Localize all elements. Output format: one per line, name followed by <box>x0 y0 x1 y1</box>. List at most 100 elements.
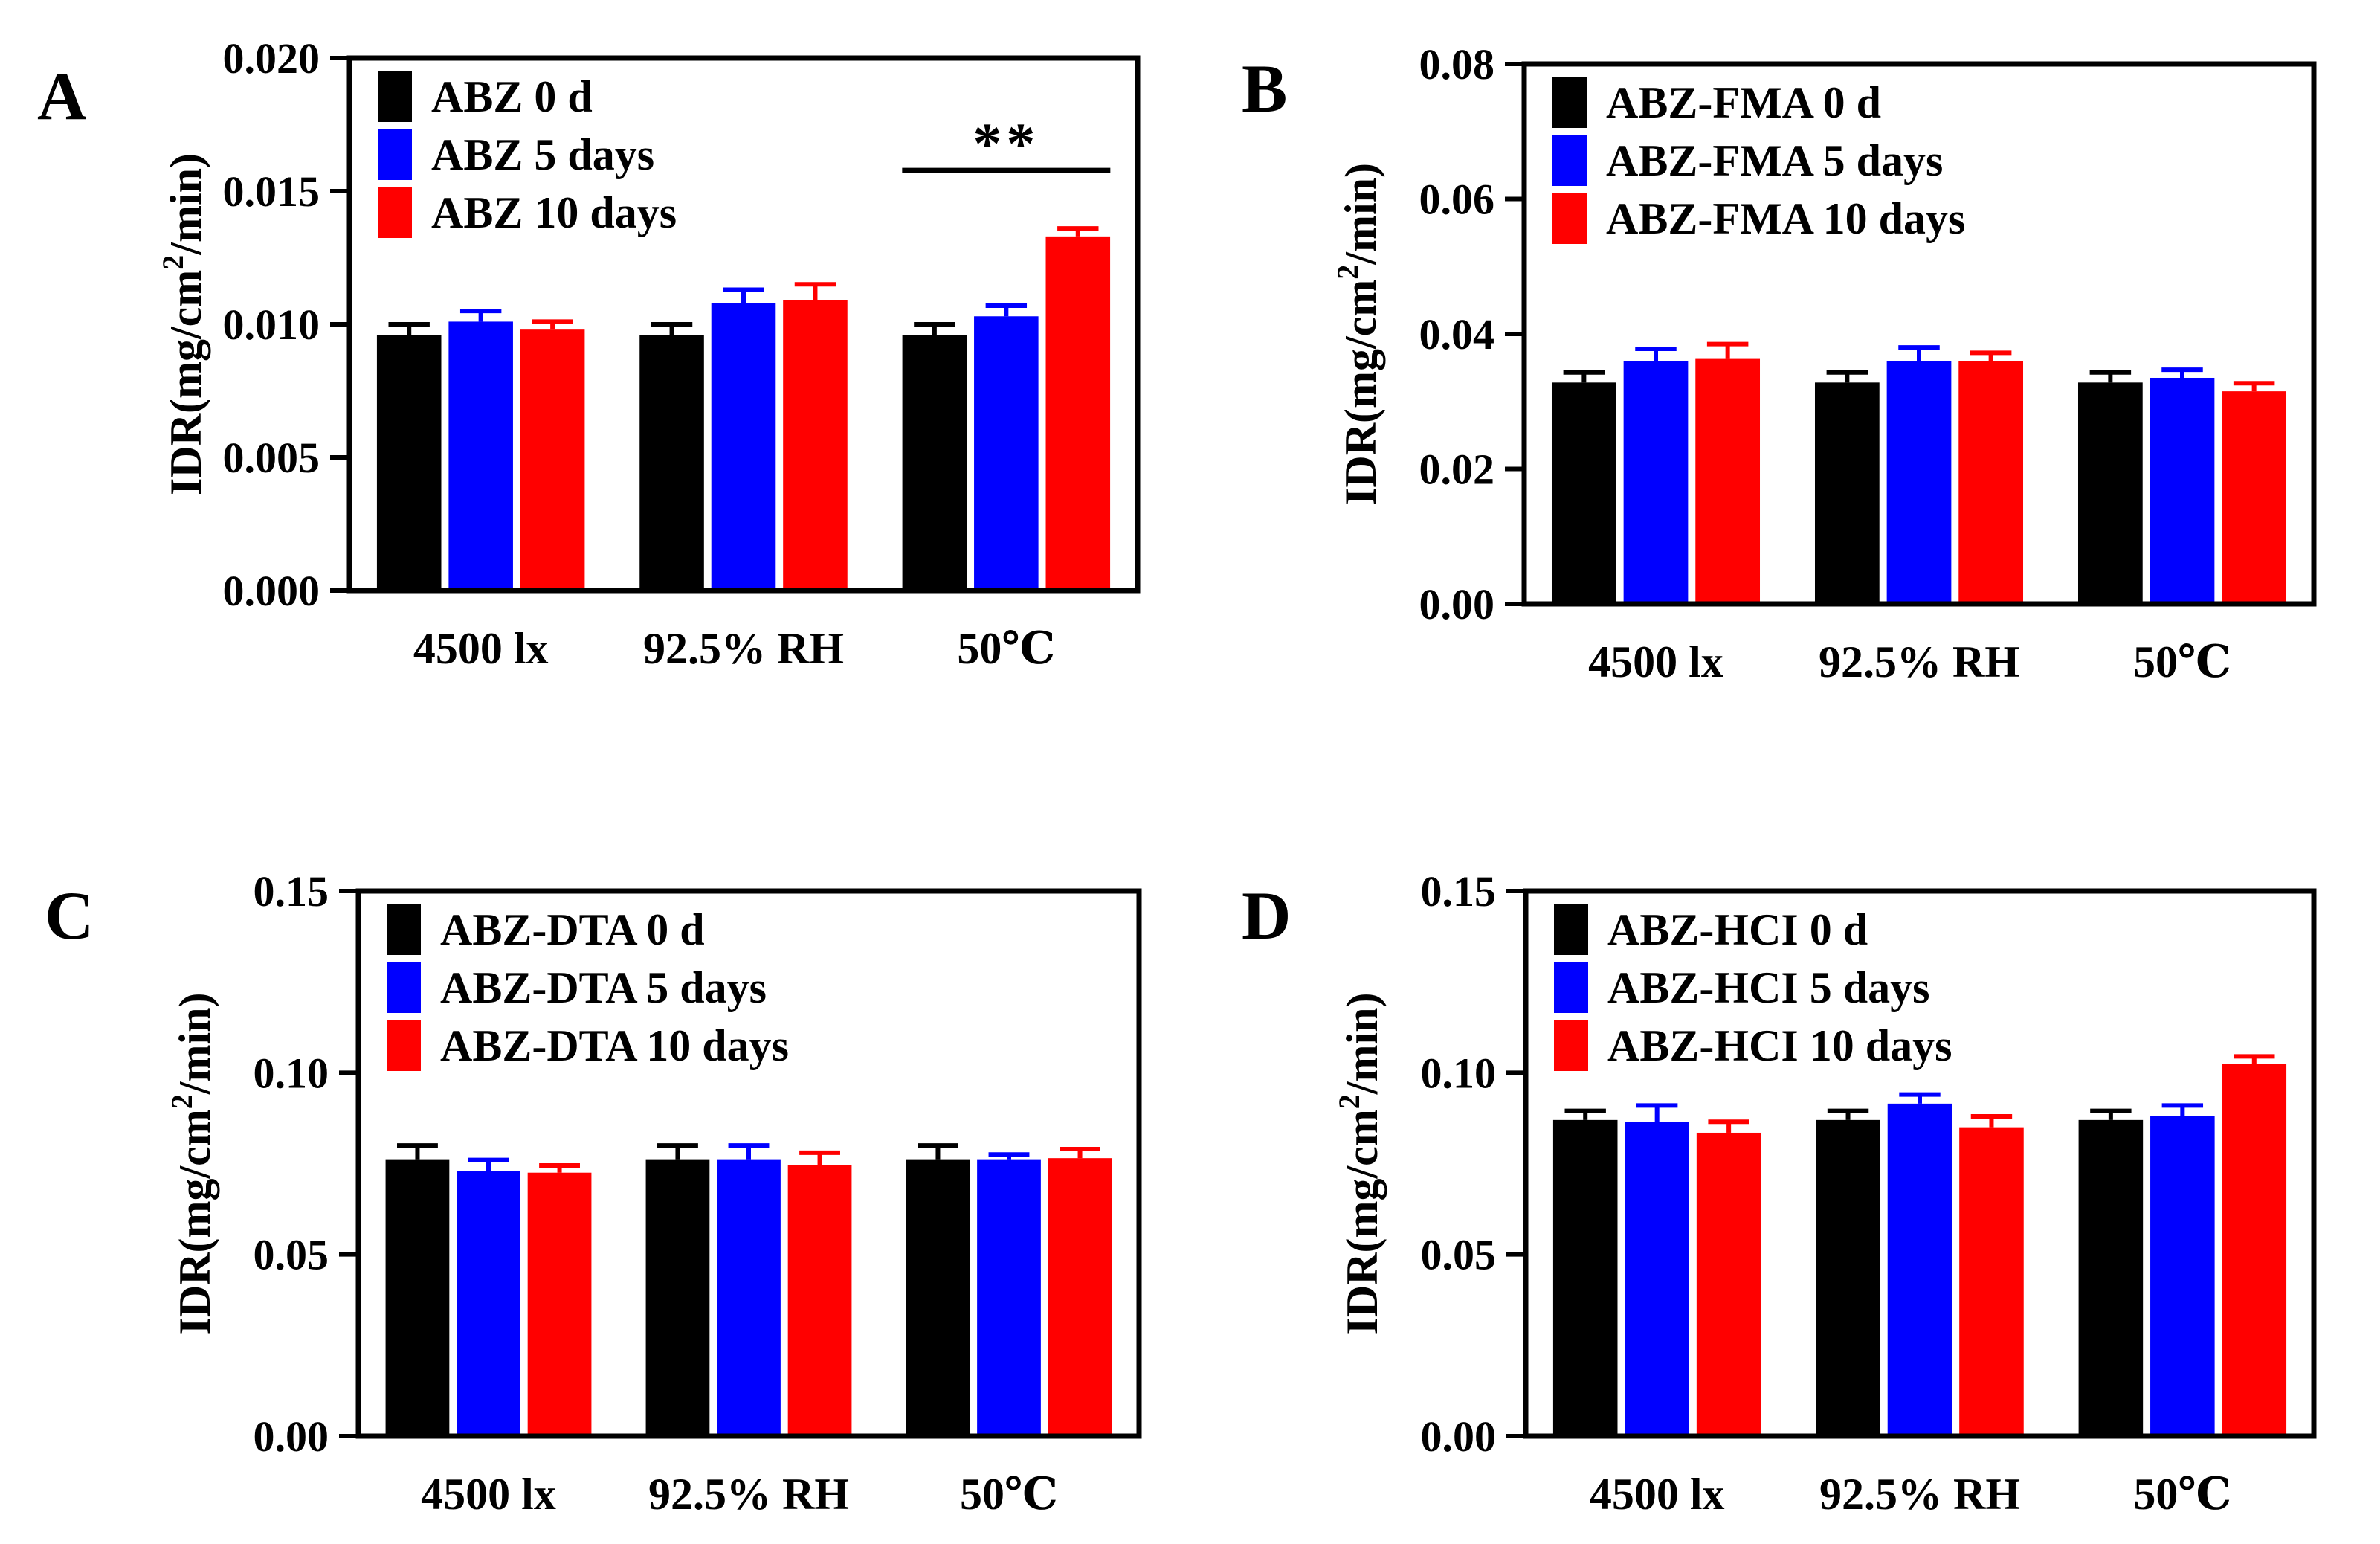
plot-frame <box>355 888 1142 1439</box>
y-tick-label: 0.00 <box>254 1412 329 1461</box>
y-axis-title-tail: /min) <box>161 153 210 256</box>
y-axis-title-main: IDR(mg/cm <box>1336 280 1385 505</box>
x-category-label: 50℃ <box>960 1470 1058 1519</box>
bar-series2-cat1 <box>783 300 848 591</box>
legend-swatch <box>378 129 412 180</box>
bar-series0-cat0 <box>1551 382 1616 604</box>
y-tick-label: 0.000 <box>223 567 320 615</box>
bar-series1-cat1 <box>1886 361 1952 604</box>
legend-label: ABZ-HCI 5 days <box>1607 963 1929 1012</box>
legend-label: ABZ-HCI 0 d <box>1607 905 1868 954</box>
legend-swatch <box>1554 904 1588 955</box>
panel-letter: B <box>1242 51 1287 126</box>
y-tick-label: 0.05 <box>1421 1231 1497 1279</box>
y-tick-label: 0.10 <box>1421 1049 1497 1097</box>
bar-series0-cat1 <box>639 335 704 591</box>
y-tick-label: 0.00 <box>1421 1412 1497 1461</box>
bar-series1-cat2 <box>2150 1116 2215 1436</box>
y-axis-title-superscript: 2 <box>156 255 190 270</box>
legend-label: ABZ-HCI 10 days <box>1607 1021 1952 1070</box>
x-category-label: 4500 lx <box>413 624 549 673</box>
y-tick-label: 0.04 <box>1419 310 1495 358</box>
y-tick-label: 0.015 <box>223 167 320 216</box>
bar-series2-cat2 <box>2222 391 2287 604</box>
legend-swatch <box>1554 1020 1588 1071</box>
legend-label: ABZ-FMA 10 days <box>1606 194 1965 243</box>
bar-series0-cat0 <box>385 1159 450 1436</box>
bar-series2-cat1 <box>1958 361 2024 604</box>
significance-label: ** <box>973 111 1039 176</box>
bar-series2-cat2 <box>1048 1158 1112 1436</box>
x-category-label: 92.5% RH <box>648 1470 849 1519</box>
x-category-label: 92.5% RH <box>1819 637 2019 686</box>
bar-series1-cat2 <box>2150 377 2215 604</box>
legend-swatch <box>1554 962 1588 1013</box>
y-tick-label: 0.05 <box>254 1231 329 1279</box>
legend-swatch <box>1552 193 1587 244</box>
bar-series2-cat0 <box>1696 1132 1761 1436</box>
bar-series2-cat2 <box>1045 236 1111 591</box>
bar-series2-cat2 <box>2222 1064 2287 1436</box>
y-axis-title-main: IDR(mg/cm <box>161 270 210 495</box>
bar-series1-cat0 <box>1623 361 1689 604</box>
x-category-label: 50℃ <box>957 624 1055 673</box>
bar-series1-cat1 <box>1887 1103 1952 1436</box>
chart-panel-d: D 0.00 0.05 0.10 0.15 IDR(mg/cm2/min) 4500 lx 9… <box>1242 867 2317 1519</box>
panel-letter: D <box>1242 878 1291 953</box>
x-category-label: 4500 lx <box>421 1470 556 1519</box>
bar-series0-cat1 <box>1816 1119 1880 1436</box>
y-axis-title-superscript: 2 <box>1331 265 1364 280</box>
panel-letter: C <box>45 878 94 953</box>
bar-series1-cat0 <box>457 1171 520 1436</box>
x-category-label: 4500 lx <box>1590 1470 1725 1519</box>
legend-label: ABZ-FMA 5 days <box>1606 136 1943 185</box>
y-tick-label: 0.010 <box>223 300 320 349</box>
bar-series0-cat1 <box>645 1159 710 1436</box>
panel-letter: A <box>37 58 86 134</box>
bar-series0-cat2 <box>906 1159 970 1436</box>
bar-series2-cat0 <box>1695 358 1761 604</box>
legend-label: ABZ-DTA 0 d <box>440 905 705 954</box>
chart-panel-a: A 0.000 0.005 0.010 0.015 0.020 IDR(mg/cm2/min… <box>37 34 1141 673</box>
bar-series0-cat2 <box>902 335 967 591</box>
y-axis-title-main: IDR(mg/cm <box>1338 1109 1387 1334</box>
x-category-label: 92.5% RH <box>643 624 844 673</box>
y-tick-label: 0.02 <box>1419 445 1495 494</box>
legend-label: ABZ-DTA 5 days <box>440 963 767 1012</box>
bar-series0-cat0 <box>376 335 442 591</box>
y-tick-label: 0.020 <box>223 34 320 83</box>
legend-swatch <box>1552 77 1587 128</box>
bar-series0-cat1 <box>1814 382 1880 604</box>
y-tick-label: 0.10 <box>254 1049 329 1097</box>
legend-swatch <box>387 1020 421 1071</box>
legend-swatch <box>378 71 412 122</box>
bar-series1-cat0 <box>448 321 513 591</box>
y-axis-title-superscript: 2 <box>165 1094 199 1109</box>
bar-series0-cat2 <box>2078 1119 2144 1436</box>
y-axis-title: IDR(mg/cm2/min) <box>1332 993 1387 1335</box>
y-axis-title: IDR(mg/cm2/min) <box>1331 163 1385 505</box>
y-tick-label: 0.15 <box>254 867 329 916</box>
legend-swatch <box>387 904 421 955</box>
bar-series1-cat1 <box>711 303 776 591</box>
y-axis-title: IDR(mg/cm2/min) <box>156 153 210 495</box>
x-category-label: 50℃ <box>2133 1470 2231 1519</box>
y-tick-label: 0.15 <box>1421 867 1497 916</box>
bar-series2-cat1 <box>787 1165 852 1436</box>
y-axis-title: IDR(mg/cm2/min) <box>165 993 219 1335</box>
legend-swatch <box>387 962 421 1013</box>
y-axis-title-tail: /min) <box>170 993 219 1096</box>
y-tick-label: 0.08 <box>1419 40 1495 89</box>
x-category-label: 92.5% RH <box>1819 1470 2020 1519</box>
y-axis-title-superscript: 2 <box>1332 1094 1366 1109</box>
legend-label: ABZ 5 days <box>431 130 654 179</box>
y-axis-title-main: IDR(mg/cm <box>170 1109 219 1334</box>
legend-swatch <box>378 187 412 238</box>
plot-frame <box>1523 888 2317 1439</box>
legend-label: ABZ-DTA 10 days <box>440 1021 789 1070</box>
chart-panel-b: B 0.00 0.02 0.04 0.06 0.08 IDR(mg/cm2/min) 4500… <box>1242 40 2317 686</box>
bar-series0-cat0 <box>1552 1119 1618 1436</box>
bar-series1-cat2 <box>977 1159 1041 1436</box>
y-axis-title-tail: /min) <box>1336 163 1385 266</box>
x-category-label: 4500 lx <box>1588 637 1723 686</box>
